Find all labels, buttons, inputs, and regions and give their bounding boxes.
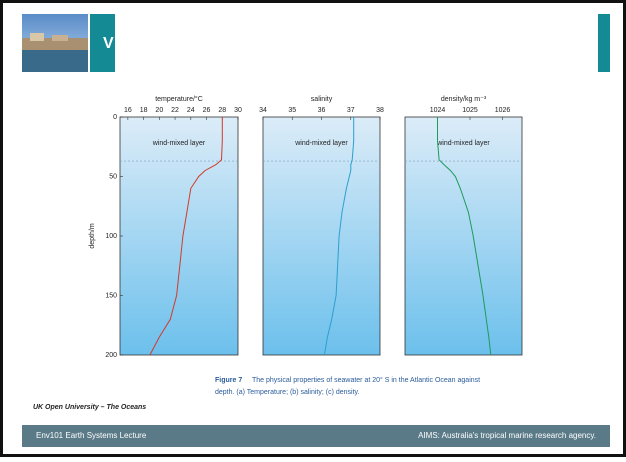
x-axis-title: density/kg m⁻³	[441, 96, 487, 103]
slide-title: V	[103, 35, 114, 52]
title-bar-right	[598, 14, 610, 72]
x-tick-label: 26	[203, 107, 211, 114]
x-axis-title: temperature/°C	[155, 95, 203, 103]
profile-line	[149, 117, 223, 356]
y-tick-label: 50	[109, 173, 117, 180]
footer-left: Env101 Earth Systems Lecture	[36, 431, 147, 440]
plot-area	[404, 116, 523, 356]
plot-area	[262, 116, 381, 356]
x-tick-label: 1024	[430, 107, 446, 114]
y-axis-title: depth/m	[89, 223, 96, 248]
y-tick-label: 200	[105, 352, 117, 359]
x-tick-label: 18	[140, 107, 148, 114]
title-bar	[90, 14, 115, 72]
annotation: wind-mixed layer	[436, 140, 490, 147]
x-tick-label: 24	[187, 107, 195, 114]
y-tick-label: 150	[105, 292, 117, 299]
caption-text: The physical properties of seawater at 2…	[252, 376, 480, 384]
plot-area	[119, 116, 239, 356]
annotation: wind-mixed layer	[294, 140, 348, 147]
x-tick-label: 20	[155, 107, 163, 114]
y-tick-label: 0	[113, 114, 117, 121]
x-tick-label: 36	[318, 107, 326, 114]
annotation: wind-mixed layer	[152, 140, 206, 147]
caption-text: depth. (a) Temperature; (b) salinity; (c…	[215, 389, 360, 396]
source: UK Open University – The Oceans	[33, 404, 146, 411]
x-tick-label: 1026	[495, 107, 511, 114]
x-tick-label: 1025	[462, 107, 478, 114]
profile-line	[323, 117, 355, 356]
x-tick-label: 22	[171, 107, 179, 114]
x-tick-label: 37	[347, 107, 355, 114]
x-axis-title: salinity	[311, 96, 333, 103]
x-tick-label: 16	[124, 107, 132, 114]
profile-line	[437, 117, 492, 356]
x-tick-label: 35	[288, 107, 296, 114]
x-tick-label: 38	[376, 107, 384, 114]
y-tick-label: 100	[105, 233, 117, 240]
thumbnail	[22, 14, 88, 72]
x-tick-label: 28	[218, 107, 226, 114]
x-tick-label: 30	[234, 107, 242, 114]
footer-right: AIMS: Australia's tropical marine resear…	[418, 431, 596, 440]
footer-bar	[22, 425, 610, 447]
x-tick-label: 34	[259, 107, 267, 114]
caption-label: Figure 7	[215, 377, 242, 384]
